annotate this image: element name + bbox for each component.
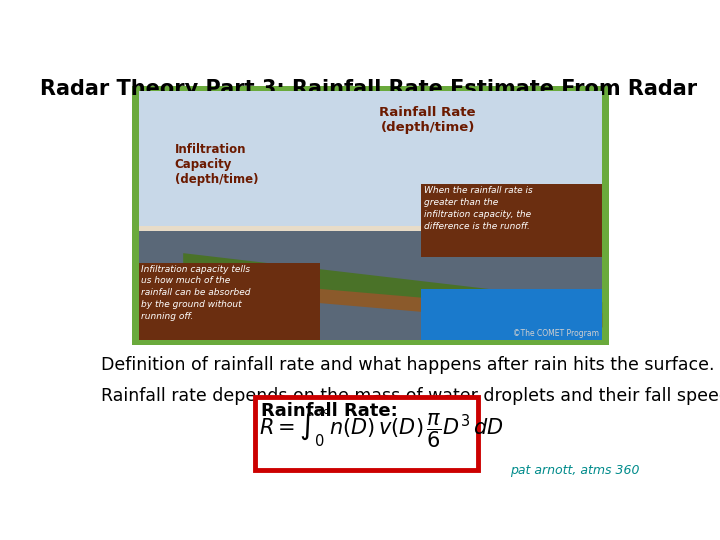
Text: pat arnott, atms 360: pat arnott, atms 360 [510,464,639,477]
Text: Rainfall rate depends on the mass of water droplets and their fall speed.: Rainfall rate depends on the mass of wat… [101,387,720,405]
FancyBboxPatch shape [132,85,609,346]
FancyBboxPatch shape [255,397,478,470]
FancyBboxPatch shape [138,262,320,341]
FancyBboxPatch shape [421,184,602,257]
Polygon shape [183,277,602,327]
Text: Radar Theory Part 3: Rainfall Rate Estimate From Radar: Radar Theory Part 3: Rainfall Rate Estim… [40,79,698,99]
FancyBboxPatch shape [138,91,602,226]
Text: Infiltration capacity tells
us how much of the
rainfall can be absorbed
by the g: Infiltration capacity tells us how much … [141,265,251,321]
Text: When the rainfall rate is
greater than the
infiltration capacity, the
difference: When the rainfall rate is greater than t… [424,186,533,231]
Text: Rainfall Rate
(depth/time): Rainfall Rate (depth/time) [379,106,476,134]
Polygon shape [183,253,602,327]
FancyBboxPatch shape [138,91,602,341]
Text: Infiltration
Capacity
(depth/time): Infiltration Capacity (depth/time) [175,143,258,186]
Text: Rainfall Rate:: Rainfall Rate: [261,402,398,420]
Text: ©The COMET Program: ©The COMET Program [513,329,600,339]
FancyBboxPatch shape [138,231,602,341]
Text: $R = \int_{0}^{\infty} n(D)\, v(D)\, \dfrac{\pi}{6} D^3\, dD$: $R = \int_{0}^{\infty} n(D)\, v(D)\, \df… [259,407,504,450]
FancyBboxPatch shape [421,288,602,341]
Text: Definition of rainfall rate and what happens after rain hits the surface.: Definition of rainfall rate and what hap… [101,356,715,374]
